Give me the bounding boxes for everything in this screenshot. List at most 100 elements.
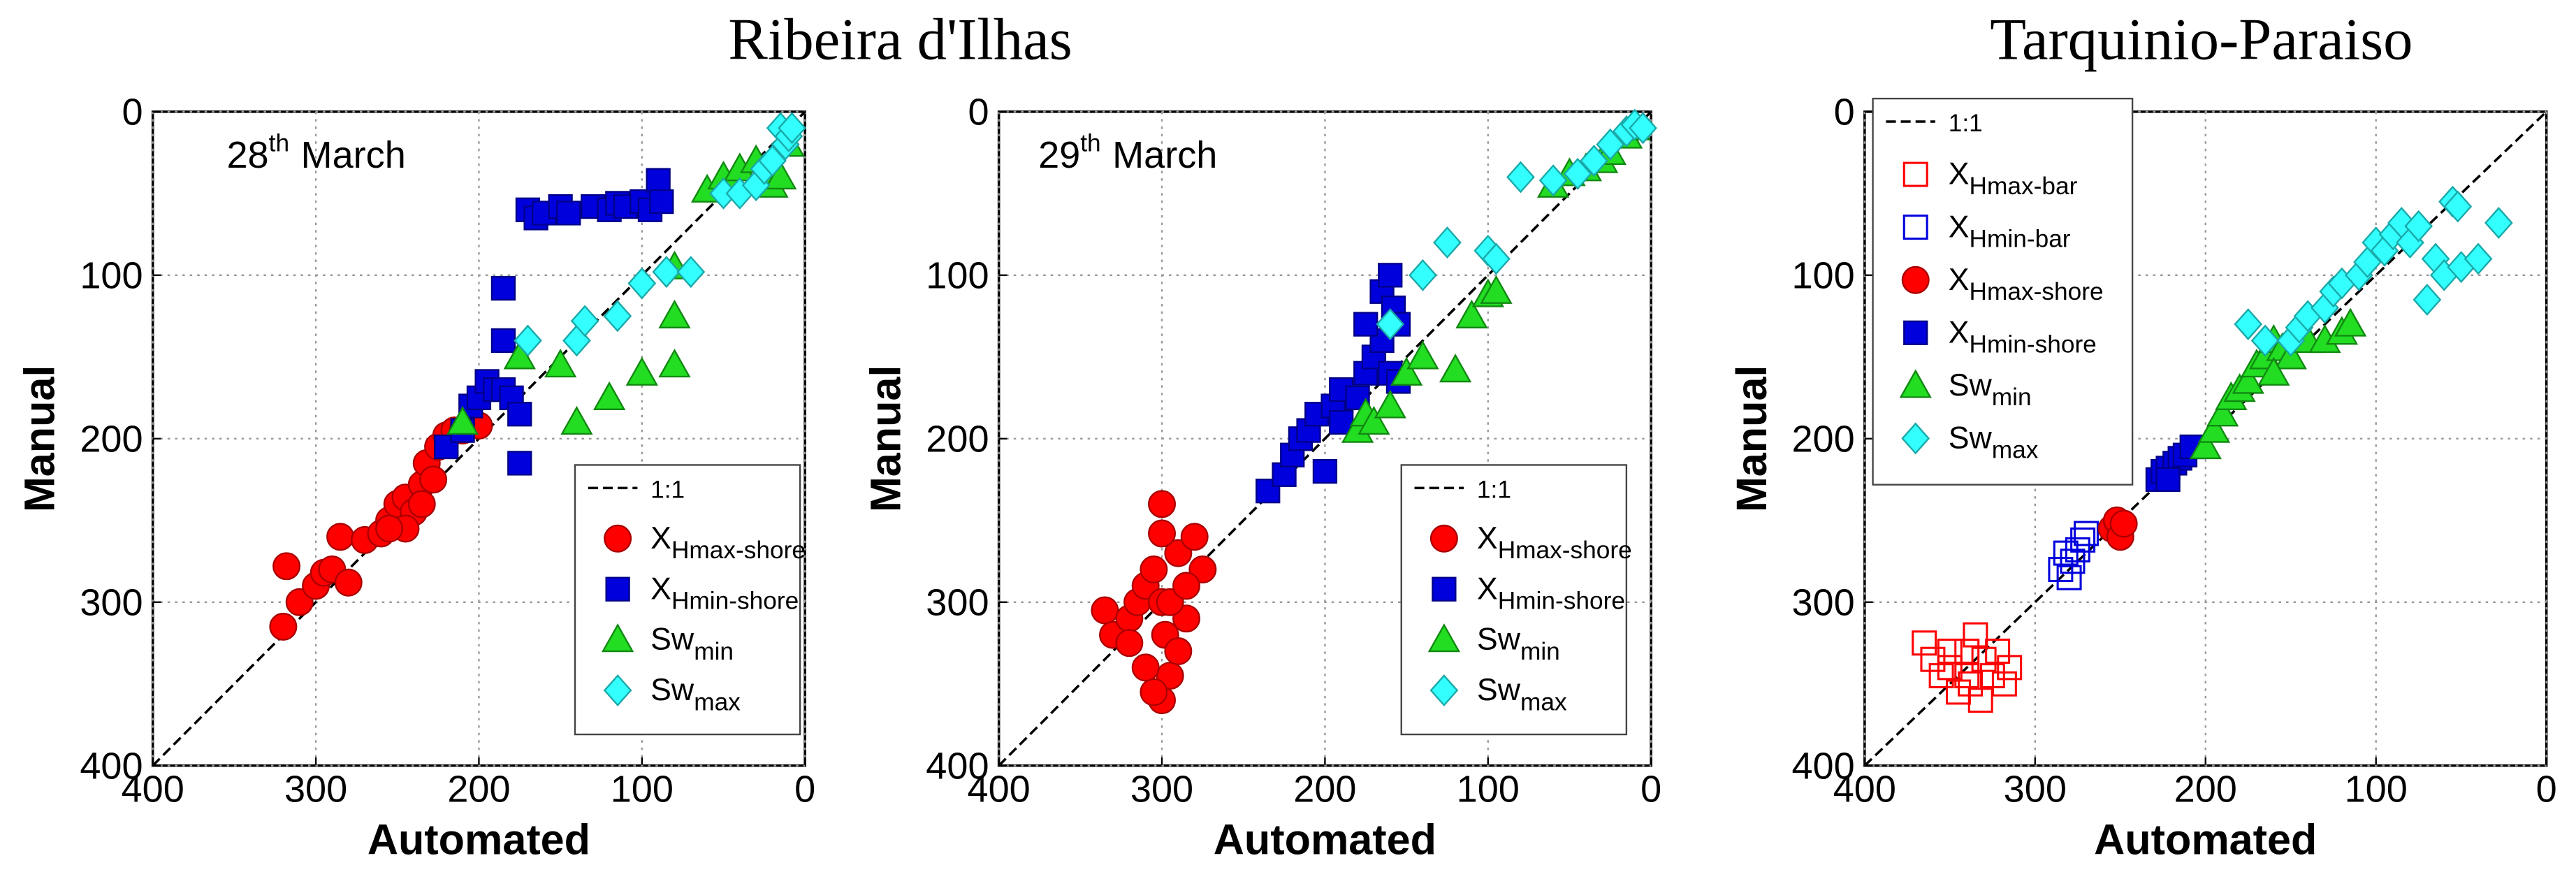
point <box>646 168 671 193</box>
annotation-text: 28 <box>226 134 268 176</box>
legend-label: XHmin-shore <box>1477 572 1625 614</box>
annotation-superscript: th <box>1080 129 1100 157</box>
legend-label: XHmax-shore <box>650 521 806 564</box>
legend-swatch <box>604 524 632 553</box>
point <box>1954 663 1980 689</box>
point <box>490 275 516 301</box>
point <box>2334 307 2367 337</box>
legend-swatch <box>601 623 634 653</box>
legend-swatch <box>1427 623 1461 653</box>
legend-label: Swmax <box>650 673 741 715</box>
legend-subscript: Hmax-shore <box>671 537 806 564</box>
y-tick-label: 300 <box>1791 582 1854 624</box>
point <box>2070 527 2096 553</box>
point <box>1164 637 1193 665</box>
legend-subscript: Hmax-bar <box>1970 173 2078 200</box>
legend-subscript: max <box>1520 688 1567 715</box>
point <box>1580 145 1608 177</box>
point <box>1455 299 1488 328</box>
y-tick-label: 400 <box>1791 746 1854 787</box>
chart: Ribeira d'Ilhas 400 300 200 100 0 0 100 200 300 40… <box>16 8 1072 864</box>
legend-name: 1:1 <box>1949 110 1983 137</box>
point <box>1997 655 2023 681</box>
legend-name: Sw <box>1477 673 1521 707</box>
y-axis-label: Manual <box>16 365 64 513</box>
y-tick-label: 400 <box>926 746 989 787</box>
y-tick-label: 200 <box>926 419 989 460</box>
legend-label: XHmin-shore <box>1949 315 2097 358</box>
reference-line <box>998 110 1652 767</box>
annotation-text: March <box>301 134 406 176</box>
x-axis-label: Automated <box>2094 816 2317 864</box>
point <box>269 612 298 641</box>
point <box>1596 128 1625 161</box>
y-tick-label: 100 <box>80 255 143 297</box>
legend-subscript: Hmax-shore <box>1970 278 2104 305</box>
legend-name: Sw <box>650 623 694 657</box>
legend-name: X <box>650 572 671 606</box>
x-tick-label: 0 <box>2536 768 2557 810</box>
point <box>603 300 632 333</box>
legend-name: X <box>650 521 671 555</box>
legend-subscript: min <box>1520 638 1560 665</box>
chart-title: Ribeira d'Ilhas <box>728 8 1072 73</box>
point <box>1140 678 1168 706</box>
legend-subscript: max <box>694 688 741 715</box>
point <box>272 552 301 581</box>
legend-swatch <box>1901 266 1930 294</box>
annotation-text: 29 <box>1038 134 1080 176</box>
y-tick-label: 200 <box>80 419 143 460</box>
point <box>1967 688 1993 713</box>
y-tick-label: 300 <box>80 582 143 624</box>
legend-label: Swmax <box>1477 673 1567 715</box>
point <box>1131 653 1160 682</box>
point <box>1482 242 1511 275</box>
legend-label: Swmin <box>1477 623 1560 665</box>
point <box>507 402 532 427</box>
legend-subscript: Hmin-shore <box>1498 587 1625 614</box>
y-tick-label: 100 <box>1791 255 1854 297</box>
point <box>2197 414 2231 443</box>
point <box>1920 646 1946 672</box>
x-tick-label: 0 <box>794 768 815 810</box>
legend-swatch <box>1432 576 1457 602</box>
point <box>1937 638 1963 664</box>
y-axis-label: Manual <box>862 365 910 513</box>
point <box>556 201 581 226</box>
point <box>326 523 355 551</box>
legend-name: X <box>1477 572 1498 606</box>
legend-swatch <box>1902 161 1928 187</box>
point <box>2257 356 2290 386</box>
x-axis-label: Automated <box>368 816 590 864</box>
x-tick-label: 400 <box>968 768 1031 810</box>
legend-swatch <box>1901 422 1930 455</box>
legend-subscript: Hmin-shore <box>1970 331 2097 358</box>
chart: 400 300 200 100 0 0 100 200 300 400 Automated Manua… <box>862 92 1662 864</box>
legend-name: X <box>1477 521 1498 555</box>
point <box>1991 671 2017 697</box>
point <box>1629 112 1657 145</box>
point <box>625 356 658 386</box>
y-tick-label: 0 <box>122 92 143 133</box>
legend-label: XHmin-bar <box>1949 210 2071 252</box>
x-tick-label: 300 <box>2004 768 2067 810</box>
legend-name: X <box>1949 315 1970 349</box>
point <box>2484 207 2513 239</box>
point <box>1538 164 1568 197</box>
point <box>1963 622 1988 648</box>
point <box>2056 565 2082 590</box>
legend-name: X <box>1949 157 1970 191</box>
legend-name: 1:1 <box>650 476 685 503</box>
point <box>1928 663 1954 689</box>
point <box>490 328 516 354</box>
point <box>758 145 787 177</box>
legend-swatch <box>1899 369 1932 398</box>
legend-swatch <box>603 674 632 706</box>
point <box>1358 405 1390 435</box>
point <box>778 112 806 145</box>
legend-subscript: min <box>694 638 734 665</box>
point <box>1506 161 1535 194</box>
point <box>676 256 706 289</box>
point <box>1376 308 1405 340</box>
